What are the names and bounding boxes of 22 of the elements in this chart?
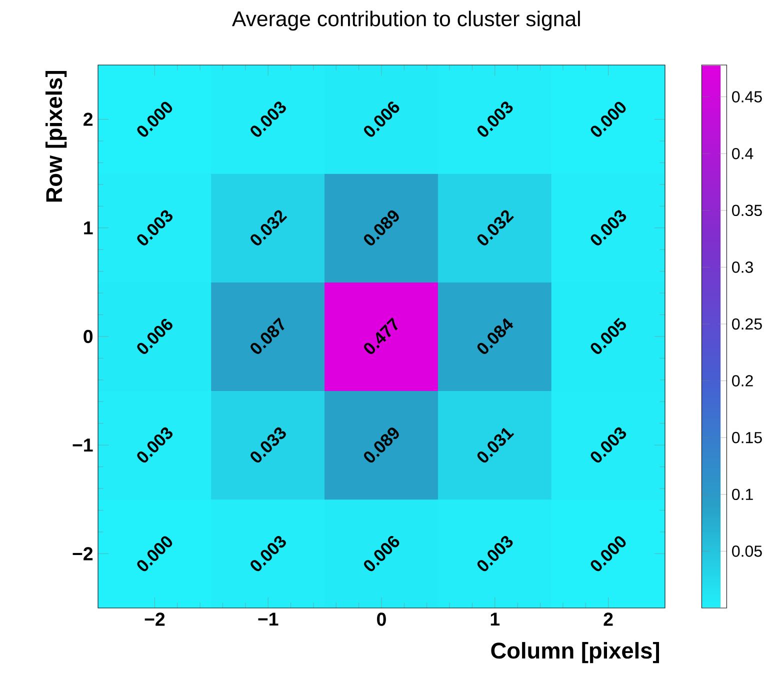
x-tick-label: 2 [604, 612, 613, 626]
y-tick-label: 1 [84, 221, 93, 234]
color-bar-label: 0.05 [732, 546, 762, 557]
color-bar-label: 0.25 [732, 318, 762, 330]
x-tick-label: 0 [377, 612, 386, 626]
color-bar-label: 0.2 [732, 375, 753, 386]
y-tick-label: −1 [72, 438, 93, 452]
color-bar-label: 0.15 [732, 432, 762, 444]
x-axis-title: Column [pixels] [491, 642, 659, 664]
color-bar-label: 0.4 [732, 148, 754, 160]
y-tick-label: 0 [84, 330, 93, 344]
chart-title: Average contribution to cluster signal [232, 10, 580, 31]
color-bar-label: 0.45 [732, 91, 762, 102]
color-bar-label: 0.1 [732, 488, 753, 500]
y-tick-label: −2 [72, 547, 93, 560]
x-tick-label: −1 [258, 612, 278, 626]
x-tick-label: 1 [490, 612, 500, 626]
x-tick-label: −2 [144, 612, 165, 626]
y-tick-label: 2 [84, 112, 93, 126]
color-bar-label: 0.35 [732, 204, 762, 216]
y-axis-title: Row [pixels] [46, 70, 67, 202]
color-bar-label: 0.3 [732, 262, 753, 273]
